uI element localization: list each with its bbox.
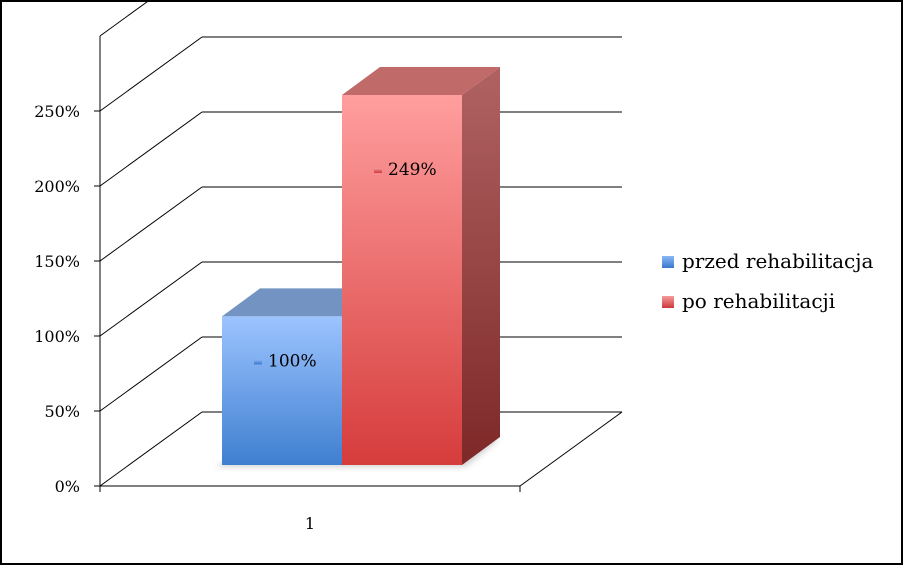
data-label-swatch-0: [254, 359, 262, 365]
bar-front-0: [222, 316, 342, 465]
legend-swatch-0: [662, 256, 674, 268]
gridline-diagonal-4: [99, 111, 203, 187]
bars-layer: [216, 67, 500, 467]
y-tick-label-2: 100%: [34, 327, 80, 346]
gridline-diagonal-1: [99, 336, 203, 412]
data-label-0: 100%: [268, 351, 317, 371]
bar-top-1: [342, 67, 500, 95]
y-tick-label-4: 200%: [34, 177, 80, 196]
data-label-1: 249%: [388, 160, 437, 180]
labels-layer: 0% 50% 100% 150% 200% 250% 1 100% 249%: [34, 102, 436, 533]
legend-layer: przed rehabilitacja po rehabilitacji: [662, 249, 873, 313]
gridline-diagonal-5: [99, 36, 203, 112]
y-tick-label-0: 0%: [55, 477, 80, 496]
y-tick-label-3: 150%: [34, 252, 80, 271]
bar-side-1: [462, 67, 500, 465]
gridline-diagonal-0: [99, 411, 203, 487]
legend-label-1: po rehabilitacji: [682, 289, 835, 313]
y-tick-label-5: 250%: [34, 102, 80, 121]
legend-swatch-1: [662, 296, 674, 308]
legend-label-0: przed rehabilitacja: [682, 249, 873, 273]
data-label-swatch-1: [374, 168, 382, 173]
gridline-diagonal-3: [99, 186, 203, 262]
gridline-diagonal-top: [99, 2, 148, 37]
gridline-diagonal-2: [99, 261, 203, 337]
y-tick-label-1: 50%: [44, 402, 80, 421]
bar-top-0: [222, 288, 380, 317]
x-tick-label-0: 1: [305, 514, 315, 533]
bar-front-1: [342, 95, 462, 465]
floor-right-edge: [519, 411, 623, 487]
